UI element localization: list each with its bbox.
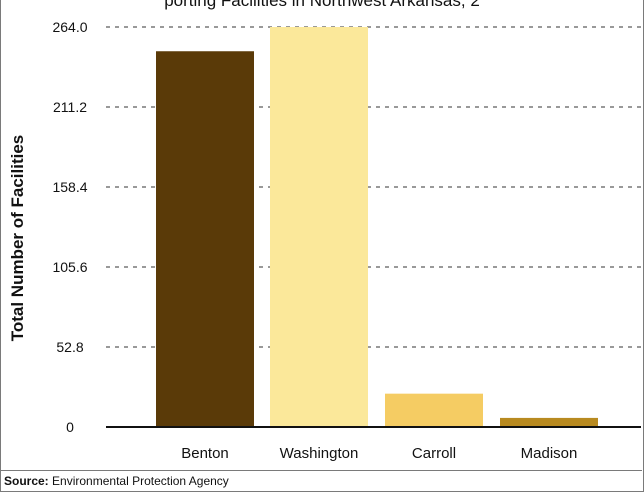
source-note: Source: Environmental Protection Agency — [0, 470, 642, 491]
y-tick-label: 52.8 — [56, 339, 83, 355]
y-tick-label: 158.4 — [52, 179, 87, 195]
source-label: Source: — [4, 474, 49, 488]
y-tick-label: 264.0 — [52, 19, 87, 35]
bar-benton — [156, 51, 254, 427]
x-tick-label: Madison — [521, 445, 578, 462]
y-tick-label: 0 — [66, 419, 74, 435]
source-text: Environmental Protection Agency — [52, 474, 229, 488]
chart-title: porting Facilities in Northwest Arkansas… — [164, 0, 480, 10]
x-tick-label: Benton — [181, 445, 229, 462]
x-tick-label: Washington — [280, 445, 359, 462]
y-tick-label: 211.2 — [53, 99, 87, 115]
bar-carroll — [385, 393, 483, 427]
bar-chart: 264.0 211.2 158.4 105.6 52.8 0 Benton Washingto… — [52, 19, 641, 462]
bar-washington — [270, 27, 368, 427]
x-tick-label: Carroll — [412, 445, 456, 462]
bar-madison — [500, 417, 598, 427]
y-tick-label: 105.6 — [52, 259, 87, 275]
y-axis-label: Total Number of Facilities — [8, 134, 27, 342]
